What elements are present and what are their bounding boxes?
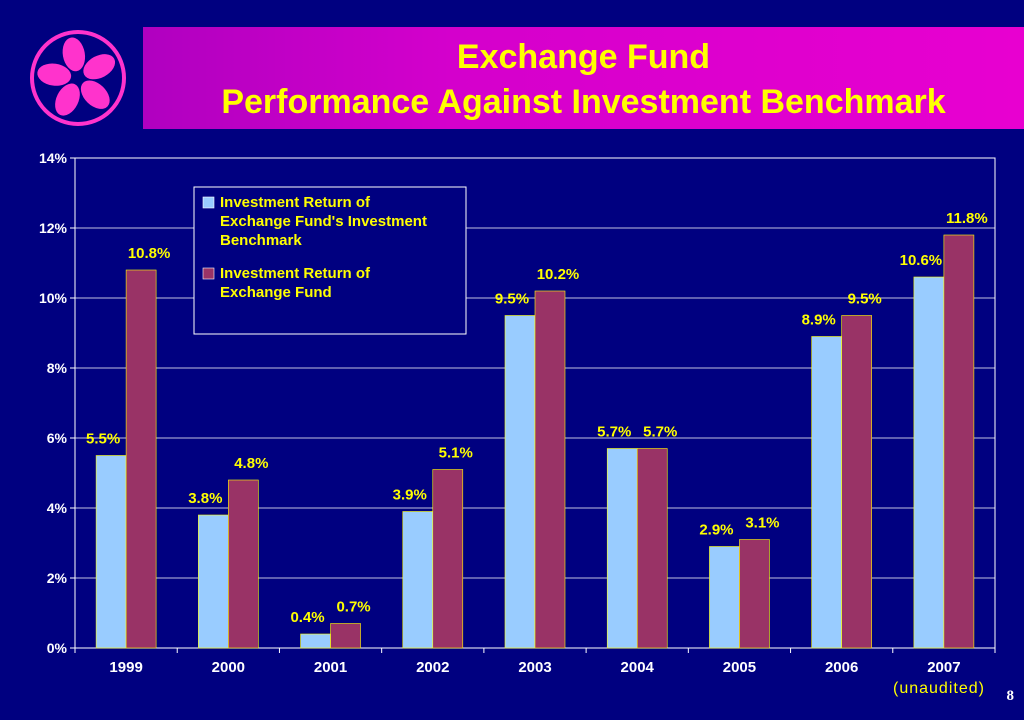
data-label: 11.8% [946, 210, 988, 227]
data-label: 3.1% [745, 515, 779, 532]
fund-bar [330, 623, 361, 649]
data-label: 9.5% [848, 291, 882, 308]
benchmark-bar [811, 336, 842, 649]
legend-text: Investment Return of [220, 265, 371, 282]
y-tick-label: 10% [39, 290, 68, 306]
bauhinia-logo-icon [30, 30, 126, 126]
fund-bar [534, 290, 566, 649]
legend-text: Exchange Fund's Investment [220, 213, 427, 230]
page-title: Exchange Fund [456, 38, 711, 76]
data-label: 10.6% [900, 252, 943, 269]
benchmark-bar [606, 448, 638, 649]
y-tick-label: 4% [47, 500, 68, 516]
title-banner [143, 27, 1024, 129]
data-label: 10.8% [128, 245, 171, 262]
y-tick-label: 12% [39, 220, 68, 236]
x-tick-label: 2007 [927, 659, 960, 676]
legend-text: Investment Return of [220, 194, 371, 211]
data-label: 5.7% [643, 424, 677, 441]
data-label: 8.9% [802, 312, 836, 329]
benchmark-bar [198, 514, 229, 649]
x-tick-label: 2004 [621, 659, 655, 676]
x-tick-label: 2005 [723, 659, 756, 676]
data-label: 5.5% [86, 431, 120, 448]
fund-bar [125, 269, 157, 649]
data-label: 4.8% [234, 455, 268, 472]
benchmark-bar [402, 511, 434, 649]
fund-bar [636, 448, 668, 649]
x-tick-label: 1999 [109, 659, 142, 676]
legend-swatch-fund [202, 267, 215, 280]
benchmark-bar [504, 315, 536, 649]
x-tick-label: 2003 [518, 659, 551, 676]
fund-bar [943, 234, 975, 649]
page-subtitle: Performance Against Investment Benchmark [221, 83, 946, 121]
data-label: 0.7% [336, 599, 370, 616]
benchmark-bar [913, 276, 945, 649]
fund-bar [228, 479, 259, 649]
fund-bar [739, 539, 770, 649]
fund-bar [432, 469, 464, 649]
data-label: 9.5% [495, 291, 529, 308]
data-label: 10.2% [537, 266, 580, 283]
legend-text: Exchange Fund [220, 284, 332, 301]
data-label: 5.1% [439, 445, 473, 462]
legend-box [193, 186, 467, 335]
benchmark-bar [709, 546, 740, 649]
y-tick-label: 2% [47, 570, 68, 586]
x-tick-label: 2002 [416, 659, 449, 676]
benchmark-bar [300, 633, 331, 649]
x-tick-label: 2000 [212, 659, 245, 676]
legend-text: Benchmark [220, 232, 302, 249]
page-number: 8 [1006, 688, 1015, 704]
benchmark-bar [95, 455, 127, 649]
data-label: 0.4% [290, 609, 324, 626]
data-label: 2.9% [699, 522, 733, 539]
data-label: 3.9% [393, 487, 427, 504]
fund-bar [841, 315, 872, 649]
y-tick-label: 0% [47, 640, 68, 656]
data-label: 5.7% [597, 424, 631, 441]
y-tick-label: 14% [39, 150, 68, 166]
x-tick-label: 2001 [314, 659, 347, 676]
y-tick-label: 8% [47, 360, 68, 376]
unaudited-note: (unaudited) [893, 680, 985, 697]
y-tick-label: 6% [47, 430, 68, 446]
data-label: 3.8% [188, 490, 222, 507]
x-tick-label: 2006 [825, 659, 858, 676]
legend-swatch-benchmark [202, 196, 215, 209]
